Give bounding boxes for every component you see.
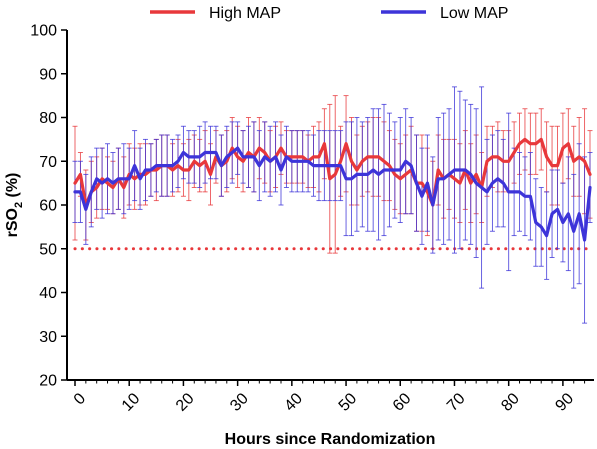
y-tick-label: 30: [39, 329, 57, 346]
y-tick-label: 40: [39, 285, 57, 302]
x-tick-label: 30: [227, 390, 252, 415]
x-tick-label: 40: [281, 390, 306, 415]
series-line-high-map: [73, 137, 592, 207]
legend-label-high-map: High MAP: [209, 5, 281, 22]
legend-label-low-map: Low MAP: [440, 5, 508, 22]
x-tick-label: 10: [119, 390, 144, 415]
y-axis-title: rSO2 (%): [4, 173, 25, 238]
y-tick-label: 60: [39, 198, 57, 215]
y-tick-label: 90: [39, 66, 57, 83]
y-tick-label: 70: [39, 154, 57, 171]
x-axis-title: Hours since Randomization: [225, 431, 436, 448]
x-tick-label: 60: [390, 390, 415, 415]
axes: 20 30 40 50 60 70 80 90 100 0 10 20 30 40 50 60 70 80 90: [30, 23, 594, 415]
x-tick-label: 90: [552, 390, 577, 415]
legend: High MAP Low MAP: [150, 5, 508, 22]
x-tick-label: 80: [498, 390, 523, 415]
series-line-low-map: [73, 146, 592, 242]
y-tick-label: 80: [39, 110, 57, 127]
plot-area: [72, 86, 593, 324]
x-tick-label: 20: [173, 390, 198, 415]
x-tick-label: 50: [336, 390, 361, 415]
y-tick-label: 20: [39, 373, 57, 390]
y-tick-label: 100: [30, 23, 57, 40]
x-tick-label: 0: [71, 390, 89, 408]
y-tick-label: 50: [39, 241, 57, 258]
x-tick-label: 70: [444, 390, 469, 415]
